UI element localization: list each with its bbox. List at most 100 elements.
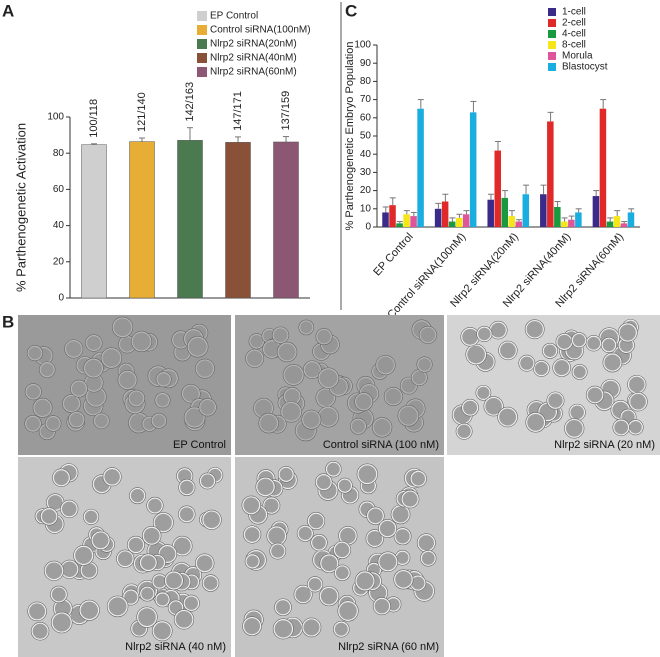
cell-core xyxy=(614,420,628,435)
micrograph: Nlrp2 siRNA (20 nM) xyxy=(447,315,660,455)
cell-core xyxy=(173,537,191,555)
cell-core xyxy=(317,329,331,344)
cell-core xyxy=(421,551,435,565)
legend-swatch xyxy=(197,39,207,49)
cell-core xyxy=(298,526,312,540)
cell-core xyxy=(34,399,51,416)
bar xyxy=(494,150,501,227)
cell-core xyxy=(304,362,320,378)
cell-core xyxy=(41,509,57,524)
legend-swatch xyxy=(197,53,207,63)
cell-core xyxy=(457,424,471,438)
error-bar xyxy=(235,136,241,143)
cell-core xyxy=(499,408,517,426)
error-bar xyxy=(540,184,547,195)
y-tick-label: 30 xyxy=(360,167,372,178)
cell-core xyxy=(295,586,311,603)
cell-core xyxy=(108,597,127,616)
cell-core xyxy=(243,497,260,514)
error-bar xyxy=(403,210,410,215)
cell-core xyxy=(132,332,151,351)
y-tick-label: 0 xyxy=(365,222,371,233)
cell-core xyxy=(587,387,603,403)
error-bar xyxy=(456,213,463,218)
bar xyxy=(410,216,417,227)
y-tick-label: 70 xyxy=(360,94,372,105)
value-label: 100/118 xyxy=(88,99,100,138)
cell-core xyxy=(396,551,409,564)
cell-core xyxy=(477,386,490,399)
cell-core xyxy=(520,356,534,370)
micrograph: Nlrp2 siRNA (40 nM) xyxy=(18,457,231,657)
legend-swatch xyxy=(548,19,556,27)
bar xyxy=(403,214,410,227)
micrograph: Nlrp2 siRNA (60 nM) xyxy=(235,457,444,657)
cell-core xyxy=(92,532,109,549)
cell-core xyxy=(548,393,563,408)
cell-core xyxy=(128,537,144,553)
bar xyxy=(417,108,424,227)
cell-core xyxy=(28,346,42,360)
cell-core xyxy=(86,374,102,391)
value-label: 121/140 xyxy=(136,92,148,132)
error-bar xyxy=(389,197,396,206)
cell-core xyxy=(604,354,621,371)
cell-core xyxy=(157,373,170,386)
cell-core xyxy=(274,620,292,638)
cell-core xyxy=(334,622,348,636)
y-tick-label: 90 xyxy=(360,58,372,69)
cell-core xyxy=(284,365,303,384)
cell-core xyxy=(26,416,40,431)
cell-core xyxy=(412,371,426,385)
bar xyxy=(568,219,575,227)
cell-core xyxy=(356,394,372,410)
bar xyxy=(434,208,442,227)
cell-core xyxy=(418,535,434,551)
cell-core xyxy=(188,337,207,356)
error-bar xyxy=(554,201,561,207)
y-tick-label: 50 xyxy=(360,131,372,142)
cell-core xyxy=(358,465,377,483)
legend-label: 4-cell xyxy=(562,29,586,40)
cell-core xyxy=(282,402,301,421)
error-bar xyxy=(523,184,530,195)
cell-core xyxy=(490,322,506,338)
cell-core xyxy=(275,600,291,615)
cell-core xyxy=(63,395,80,412)
y-tick-label: 0 xyxy=(58,293,64,304)
x-tick-label: EP Control xyxy=(371,231,415,278)
legend-swatch xyxy=(197,11,207,21)
error-bar xyxy=(547,111,554,122)
cell-core xyxy=(399,406,418,425)
legend-label: Nlrp2 siRNA(60nM) xyxy=(210,67,297,78)
micrograph-caption: Nlrp2 siRNA (40 nM) xyxy=(125,641,226,653)
bar xyxy=(620,223,628,227)
cell-core xyxy=(156,394,169,407)
cell-core xyxy=(117,551,133,566)
y-tick-label: 20 xyxy=(53,256,65,267)
legend-swatch xyxy=(197,67,207,77)
cell-core xyxy=(185,408,204,427)
error-bar xyxy=(509,210,516,217)
cell-core xyxy=(373,418,391,436)
cell-core xyxy=(602,338,616,352)
error-bar xyxy=(600,99,607,109)
cell-core xyxy=(153,575,166,588)
cell-core xyxy=(630,393,646,410)
cell-core xyxy=(392,506,409,523)
cell-core xyxy=(154,513,172,532)
cell-core xyxy=(138,608,156,626)
legend-swatch xyxy=(548,52,556,60)
cell-core xyxy=(196,555,213,572)
value-label: 147/171 xyxy=(232,91,244,131)
error-bar xyxy=(628,208,635,213)
cell-core xyxy=(184,596,199,610)
cell-core xyxy=(411,576,425,590)
cell-core xyxy=(26,385,40,399)
cell-core xyxy=(156,593,169,606)
cell-core xyxy=(467,345,485,364)
cell-core xyxy=(175,611,193,628)
cell-core xyxy=(572,334,586,347)
cell-core xyxy=(379,520,396,537)
cell-core xyxy=(284,388,300,404)
